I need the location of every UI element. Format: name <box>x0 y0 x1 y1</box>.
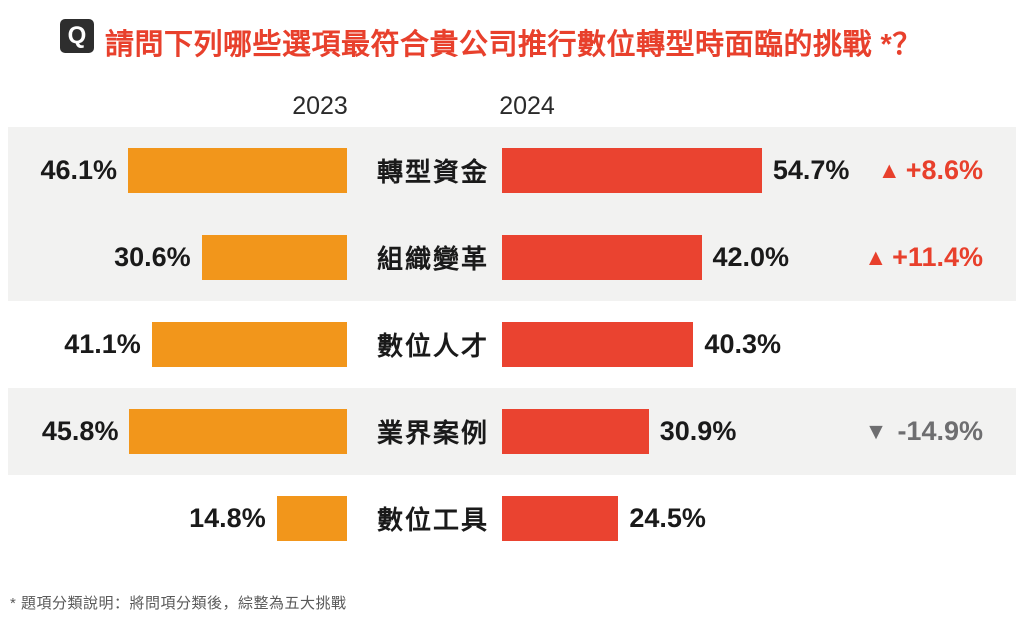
value-label-2023: 14.8% <box>189 503 266 533</box>
bar-2023 <box>128 148 347 193</box>
bar-group-2024: 42.0% <box>502 214 789 301</box>
category-label: 數位工具 <box>376 505 489 535</box>
chart-rows: 46.1% 轉型資金 54.7% ▲ +8.6% 30.6% 組織變革 42.0… <box>8 127 1016 562</box>
triangle-down-icon: ▼ <box>864 418 888 444</box>
triangle-up-icon: ▲ <box>864 244 888 270</box>
bar-2024 <box>502 148 762 193</box>
category-label: 組織變革 <box>376 244 489 274</box>
bar-2023 <box>151 322 347 367</box>
bar-group-2024: 24.5% <box>502 475 706 562</box>
triangle-up-icon: ▲ <box>877 157 901 183</box>
bar-group-2024: 40.3% <box>502 301 781 388</box>
bar-2024 <box>502 322 694 367</box>
value-label-2023: 41.1% <box>64 329 141 359</box>
bar-group-2024: 54.7% <box>502 127 849 214</box>
bar-2024 <box>502 496 619 541</box>
change-label: +11.4% <box>892 242 983 272</box>
column-header-2023: 2023 <box>292 92 348 120</box>
bar-2024 <box>502 409 649 454</box>
chart-row: 14.8% 數位工具 24.5% <box>8 475 1016 562</box>
value-label-2024: 42.0% <box>712 242 790 272</box>
change-indicator: ▲ +11.4% <box>864 214 983 301</box>
change-label: -14.9% <box>897 416 983 446</box>
chart-row: 46.1% 轉型資金 54.7% ▲ +8.6% <box>8 127 1016 214</box>
bar-group-2023: 45.8% <box>42 388 347 475</box>
bar-2024 <box>502 235 702 280</box>
bar-group-2023: 14.8% <box>189 475 347 562</box>
value-label-2023: 30.6% <box>114 242 191 272</box>
bar-2023 <box>276 496 347 541</box>
change-label: +8.6% <box>905 155 983 185</box>
bar-group-2023: 46.1% <box>40 127 347 214</box>
value-label-2023: 45.8% <box>41 416 119 446</box>
bar-group-2023: 41.1% <box>64 301 347 388</box>
chart-row: 41.1% 數位人才 40.3% <box>8 301 1016 388</box>
column-header-2024: 2024 <box>499 92 555 120</box>
chart-row: 30.6% 組織變革 42.0% ▲ +11.4% <box>8 214 1016 301</box>
category-label: 數位人才 <box>376 331 489 361</box>
value-label-2024: 40.3% <box>704 329 781 359</box>
change-indicator: ▼ -14.9% <box>865 388 983 475</box>
value-label-2024: 30.9% <box>659 416 737 446</box>
category-label: 業界案例 <box>376 418 489 448</box>
footnote: * 題項分類說明：將問項分類後，綜整為五大挑戰 <box>10 595 347 612</box>
bar-2023 <box>201 235 347 280</box>
category-label: 轉型資金 <box>376 157 489 187</box>
chart-row: 45.8% 業界案例 30.9% ▼ -14.9% <box>8 388 1016 475</box>
value-label-2023: 46.1% <box>40 155 118 185</box>
change-indicator: ▲ +8.6% <box>878 127 983 214</box>
value-label-2024: 24.5% <box>629 503 706 533</box>
bar-2023 <box>129 409 347 454</box>
value-label-2024: 54.7% <box>772 155 850 185</box>
bar-group-2024: 30.9% <box>502 388 736 475</box>
bar-group-2023: 30.6% <box>114 214 347 301</box>
question-badge: Q <box>60 19 94 53</box>
page-title: 請問下列哪些選項最符合貴公司推行數位轉型時面臨的挑戰 *？ <box>105 29 922 61</box>
